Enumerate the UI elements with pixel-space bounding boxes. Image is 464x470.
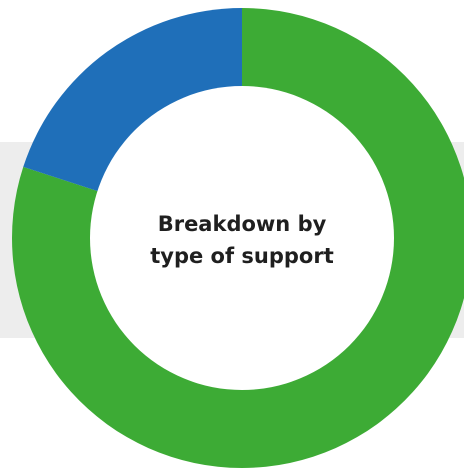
chart-title-line-2: type of support	[150, 244, 334, 268]
chart-title: Breakdown by type of support	[132, 208, 352, 272]
donut-hole	[90, 86, 394, 390]
chart-title-line-1: Breakdown by	[157, 212, 327, 236]
